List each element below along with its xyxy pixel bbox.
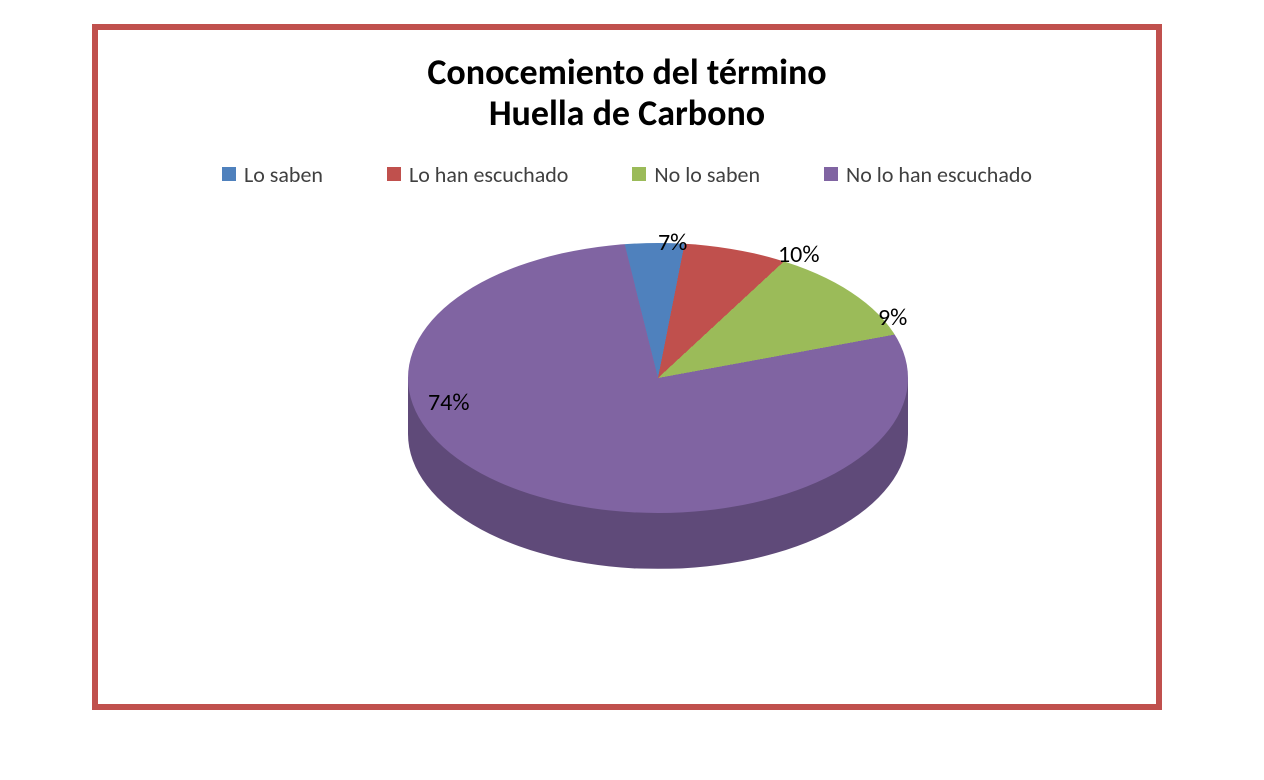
legend-item: No lo saben bbox=[632, 161, 760, 188]
legend-item: Lo saben bbox=[222, 161, 323, 188]
data-label: 7% bbox=[658, 228, 687, 257]
legend-swatch bbox=[387, 167, 401, 181]
chart-title-line1: Conocemiento del término bbox=[98, 52, 1156, 93]
chart-title: Conocemiento del término Huella de Carbo… bbox=[98, 52, 1156, 135]
legend-label: No lo saben bbox=[654, 161, 760, 188]
data-label: 9% bbox=[878, 303, 907, 332]
chart-legend: Lo saben Lo han escuchado No lo saben No lo… bbox=[98, 161, 1156, 188]
legend-swatch bbox=[824, 167, 838, 181]
legend-item: Lo han escuchado bbox=[387, 161, 568, 188]
legend-swatch bbox=[632, 167, 646, 181]
chart-frame: Conocemiento del término Huella de Carbo… bbox=[92, 24, 1162, 710]
pie-top bbox=[408, 243, 908, 513]
data-label: 10% bbox=[778, 240, 819, 269]
chart-title-line2: Huella de Carbono bbox=[98, 93, 1156, 134]
legend-label: Lo han escuchado bbox=[409, 161, 568, 188]
legend-item: No lo han escuchado bbox=[824, 161, 1032, 188]
data-label: 74% bbox=[428, 388, 469, 417]
legend-label: Lo saben bbox=[244, 161, 323, 188]
chart-plot-area: 7% 10% 9% 74% bbox=[98, 188, 1156, 638]
legend-swatch bbox=[222, 167, 236, 181]
legend-label: No lo han escuchado bbox=[846, 161, 1032, 188]
